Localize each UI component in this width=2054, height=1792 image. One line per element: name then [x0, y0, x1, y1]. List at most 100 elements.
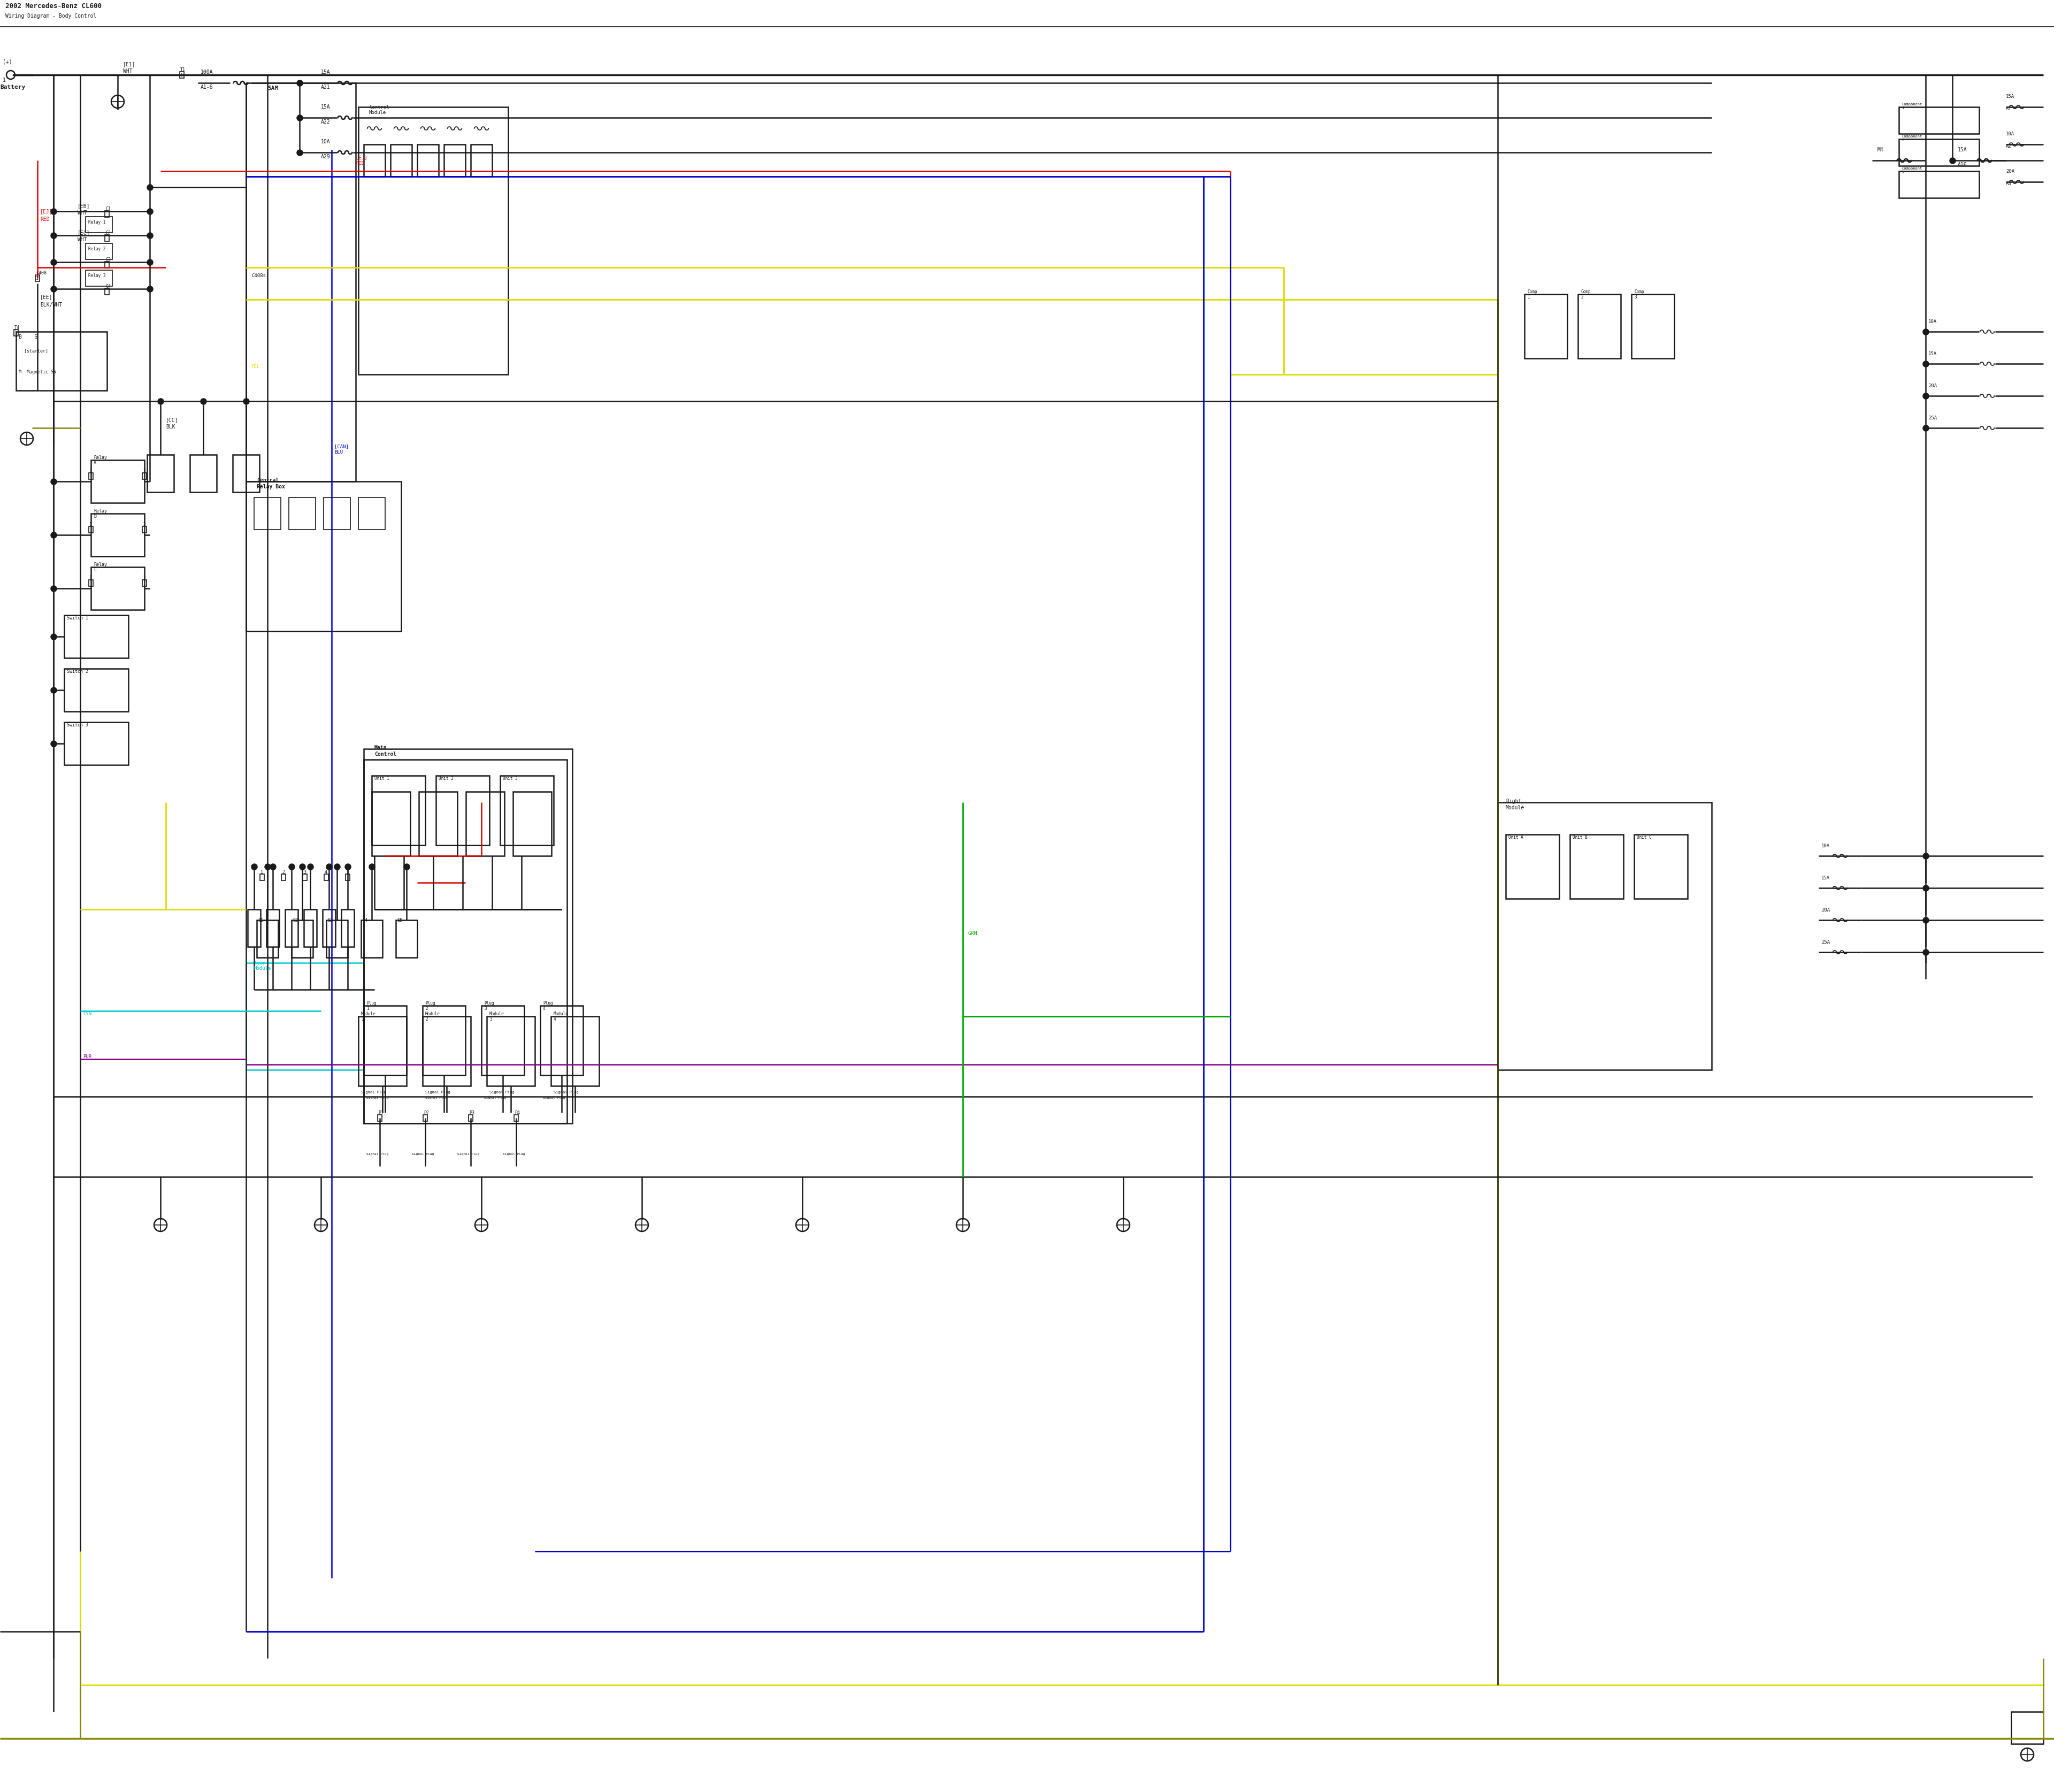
- Text: C2: C2: [105, 231, 111, 235]
- Text: SAM: SAM: [267, 86, 277, 91]
- Bar: [423, 1115, 427, 1122]
- Bar: [232, 455, 259, 493]
- Bar: [267, 909, 279, 946]
- Text: Plug
3: Plug 3: [485, 1000, 493, 1011]
- Bar: [487, 1016, 534, 1086]
- Text: 1: 1: [2, 77, 6, 82]
- Text: T1
1: T1 1: [181, 68, 185, 77]
- Text: Component
2: Component 2: [1902, 134, 1923, 142]
- Text: C4: C4: [105, 285, 111, 289]
- Text: Relay 1: Relay 1: [88, 220, 105, 224]
- Text: 5: 5: [345, 869, 349, 874]
- Text: Unit 2: Unit 2: [440, 776, 454, 781]
- Text: Module
2: Module 2: [425, 1011, 440, 1021]
- Text: Unit B: Unit B: [1573, 835, 1588, 840]
- Bar: [105, 289, 109, 294]
- Bar: [417, 145, 440, 177]
- Bar: [90, 514, 144, 556]
- Bar: [481, 1005, 524, 1075]
- Text: [EC]: [EC]: [78, 229, 90, 235]
- Bar: [322, 909, 335, 946]
- Text: S1: S1: [259, 918, 263, 923]
- Bar: [64, 722, 127, 765]
- Text: BLK/WHT: BLK/WHT: [41, 303, 62, 308]
- Text: A22: A22: [320, 120, 331, 125]
- Bar: [325, 498, 351, 530]
- Text: Comp
3: Comp 3: [1635, 289, 1643, 299]
- Text: Signal Plug: Signal Plug: [366, 1097, 388, 1098]
- Text: 2: 2: [144, 575, 146, 581]
- Bar: [249, 909, 261, 946]
- Text: P3: P3: [468, 1111, 474, 1115]
- Bar: [345, 874, 349, 880]
- Bar: [419, 792, 458, 857]
- Text: Plug
2: Plug 2: [425, 1000, 435, 1011]
- Text: [CAN]
BLU: [CAN] BLU: [335, 444, 349, 455]
- Text: 1: 1: [88, 521, 92, 527]
- Text: Signal Plug: Signal Plug: [555, 1091, 579, 1093]
- Bar: [364, 749, 573, 1124]
- Bar: [1631, 294, 1674, 358]
- Text: 1: 1: [88, 468, 92, 473]
- Bar: [325, 874, 329, 880]
- Bar: [1635, 835, 1688, 898]
- Bar: [16, 332, 107, 391]
- Bar: [1569, 835, 1623, 898]
- Text: Signal Plug: Signal Plug: [503, 1152, 526, 1156]
- Bar: [540, 1005, 583, 1075]
- Text: Relay
A: Relay A: [94, 455, 107, 466]
- Bar: [1577, 294, 1621, 358]
- Text: WHT: WHT: [78, 237, 86, 242]
- Bar: [372, 792, 411, 857]
- Text: [E1]: [E1]: [123, 61, 136, 66]
- Text: 2: 2: [144, 521, 146, 527]
- Text: B    S: B S: [18, 335, 37, 340]
- Text: Unit C: Unit C: [1637, 835, 1651, 840]
- Text: Central
Relay Box: Central Relay Box: [257, 478, 286, 489]
- Text: M  Magnetic SW: M Magnetic SW: [18, 369, 55, 375]
- Bar: [88, 581, 92, 586]
- Text: S2: S2: [292, 918, 298, 923]
- Text: Module
4: Module 4: [555, 1011, 569, 1021]
- Bar: [88, 527, 92, 532]
- Bar: [423, 1016, 470, 1086]
- Text: Relay 2: Relay 2: [88, 247, 105, 251]
- Text: Signal Plug: Signal Plug: [425, 1091, 450, 1093]
- Text: [CC]: [CC]: [166, 418, 179, 423]
- Bar: [444, 145, 466, 177]
- Text: A1-6: A1-6: [201, 84, 214, 90]
- Text: C408
1: C408 1: [35, 271, 47, 281]
- Text: C3: C3: [105, 258, 111, 262]
- Text: [EJ]
RED: [EJ] RED: [355, 156, 368, 167]
- Bar: [372, 776, 425, 846]
- Bar: [86, 217, 113, 233]
- Text: WHT: WHT: [78, 210, 86, 215]
- Text: Right
Module: Right Module: [1506, 799, 1524, 810]
- Bar: [86, 271, 113, 287]
- Text: Signal Plug: Signal Plug: [413, 1152, 433, 1156]
- Text: P1: P1: [378, 1111, 384, 1115]
- Bar: [1524, 294, 1567, 358]
- Text: 2: 2: [144, 468, 146, 473]
- Text: Signal Plug: Signal Plug: [425, 1097, 448, 1098]
- Bar: [88, 473, 92, 478]
- Bar: [364, 1005, 407, 1075]
- Text: 10A: 10A: [1929, 319, 1937, 324]
- Text: 20A: 20A: [1822, 909, 1830, 912]
- Bar: [261, 874, 265, 880]
- Text: Main
Control: Main Control: [374, 745, 396, 756]
- Text: 15A: 15A: [1929, 351, 1937, 357]
- Text: Comp
1: Comp 1: [1526, 289, 1536, 299]
- Bar: [302, 874, 306, 880]
- Text: BLK: BLK: [166, 425, 175, 430]
- Bar: [362, 919, 382, 957]
- Text: Signal Plug: Signal Plug: [362, 1091, 386, 1093]
- Bar: [64, 615, 127, 658]
- Bar: [290, 498, 316, 530]
- Text: 15A: 15A: [1822, 876, 1830, 880]
- Text: RED: RED: [41, 217, 49, 222]
- Text: WHT: WHT: [123, 68, 131, 73]
- Bar: [390, 145, 413, 177]
- Bar: [255, 498, 281, 530]
- Text: Signal Plug: Signal Plug: [542, 1097, 565, 1098]
